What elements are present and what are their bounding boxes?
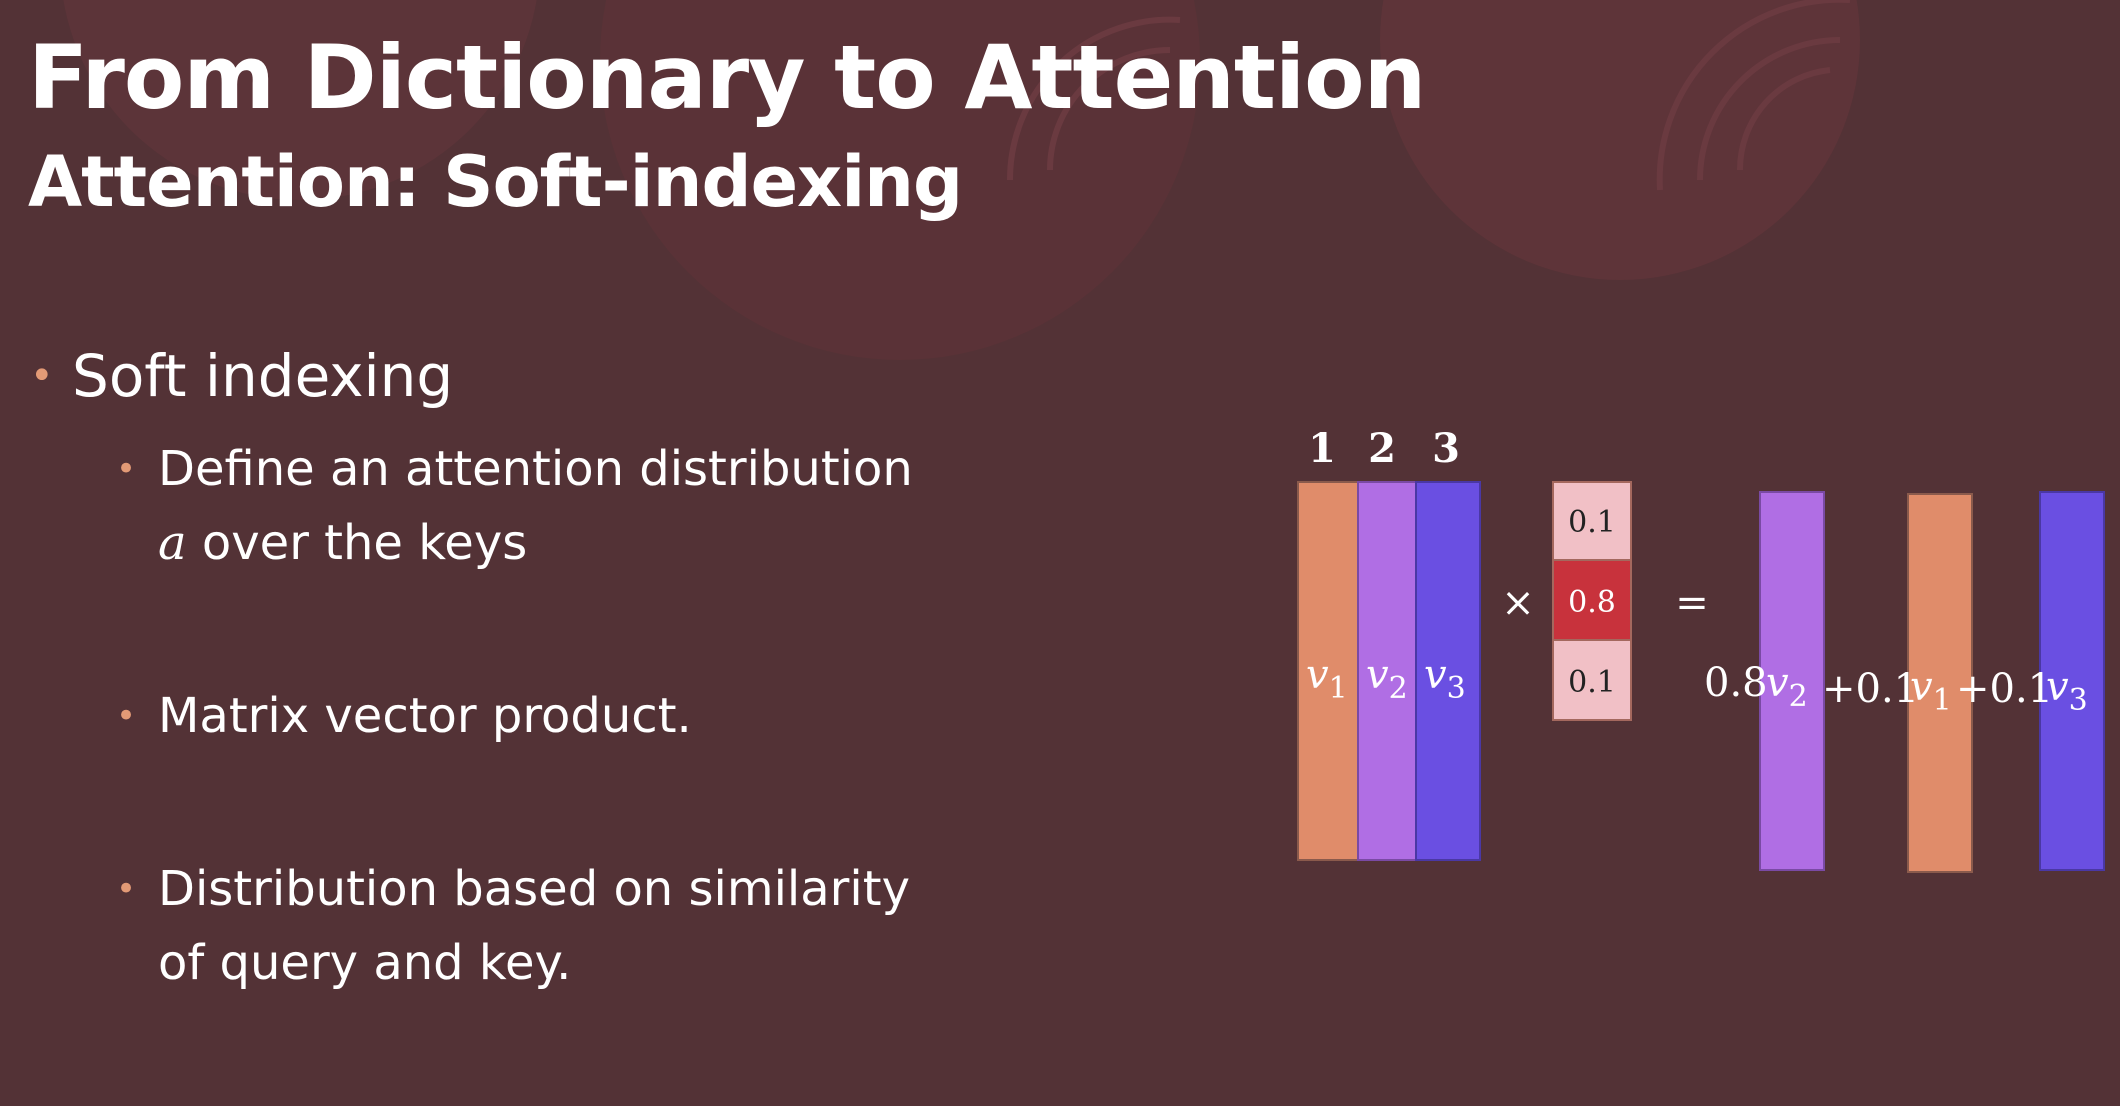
sub-bullet-line1: Define an attention distribution <box>158 441 913 497</box>
column-index-3: 3 <box>1432 425 1460 472</box>
bullet-dot: • <box>30 353 54 399</box>
matrix-column-v3 <box>1415 481 1481 861</box>
math-variable-a: a <box>158 515 187 571</box>
decor-circle-right <box>1380 0 1860 280</box>
bullet-dot: • <box>116 696 137 736</box>
sub-bullet-attention-distribution: • Define an attention distribution a ove… <box>116 432 976 580</box>
result-coefficient-1: 0.8 <box>1704 660 1768 706</box>
equals-symbol: = <box>1675 580 1709 626</box>
slide-title: From Dictionary to Attention <box>28 26 1426 129</box>
sub-bullet-line1: Distribution based on similarity <box>158 861 910 917</box>
weight-value-2: 0.8 <box>1568 585 1616 620</box>
matrix-label-v2: v2 <box>1366 652 1408 706</box>
weight-cell-3 <box>1552 639 1632 721</box>
decor-arcs <box>1006 0 1850 191</box>
decor-circle-left <box>63 0 537 200</box>
bullet-text: Soft indexing <box>72 342 454 410</box>
sub-bullet-line2: of query and key. <box>158 935 572 991</box>
sub-bullet-text: Distribution based on similarity of quer… <box>158 852 910 1000</box>
column-index-2: 2 <box>1368 425 1396 472</box>
sub-bullet-text: Matrix vector product. <box>158 688 692 744</box>
times-symbol: × <box>1501 580 1535 626</box>
result-column-v3 <box>2039 491 2105 871</box>
result-label-v2: v2 <box>1766 660 1808 714</box>
sub-bullet-line2: over the keys <box>186 515 528 571</box>
bullet-dot: • <box>116 869 137 909</box>
column-index-1: 1 <box>1308 425 1336 472</box>
result-label-v1: v1 <box>1910 664 1952 718</box>
weight-cell-2 <box>1552 559 1632 641</box>
decor-circle-mid <box>600 0 1200 360</box>
matrix-label-v1: v1 <box>1306 652 1348 706</box>
sub-bullet-similarity: • Distribution based on similarity of qu… <box>116 852 976 1000</box>
weight-value-3: 0.1 <box>1568 665 1616 700</box>
result-coefficient-2: +0.1 <box>1822 666 1919 712</box>
sub-bullet-matrix-product: • Matrix vector product. <box>116 679 976 753</box>
slide-subtitle: Attention: Soft-indexing <box>28 141 963 223</box>
result-coefficient-3: +0.1 <box>1956 666 2053 712</box>
matrix-label-v3: v3 <box>1424 652 1466 706</box>
bullet-soft-indexing: • Soft indexing <box>30 336 453 416</box>
weight-value-1: 0.1 <box>1568 505 1616 540</box>
result-column-v1 <box>1907 493 1973 873</box>
result-label-v3: v3 <box>2046 664 2088 718</box>
result-column-v2 <box>1759 491 1825 871</box>
weight-cell-1 <box>1552 481 1632 561</box>
sub-bullet-text: Define an attention distribution a over … <box>158 432 913 580</box>
matrix-column-v1 <box>1297 481 1359 861</box>
bullet-dot: • <box>116 449 137 489</box>
matrix-column-v2 <box>1357 481 1417 861</box>
